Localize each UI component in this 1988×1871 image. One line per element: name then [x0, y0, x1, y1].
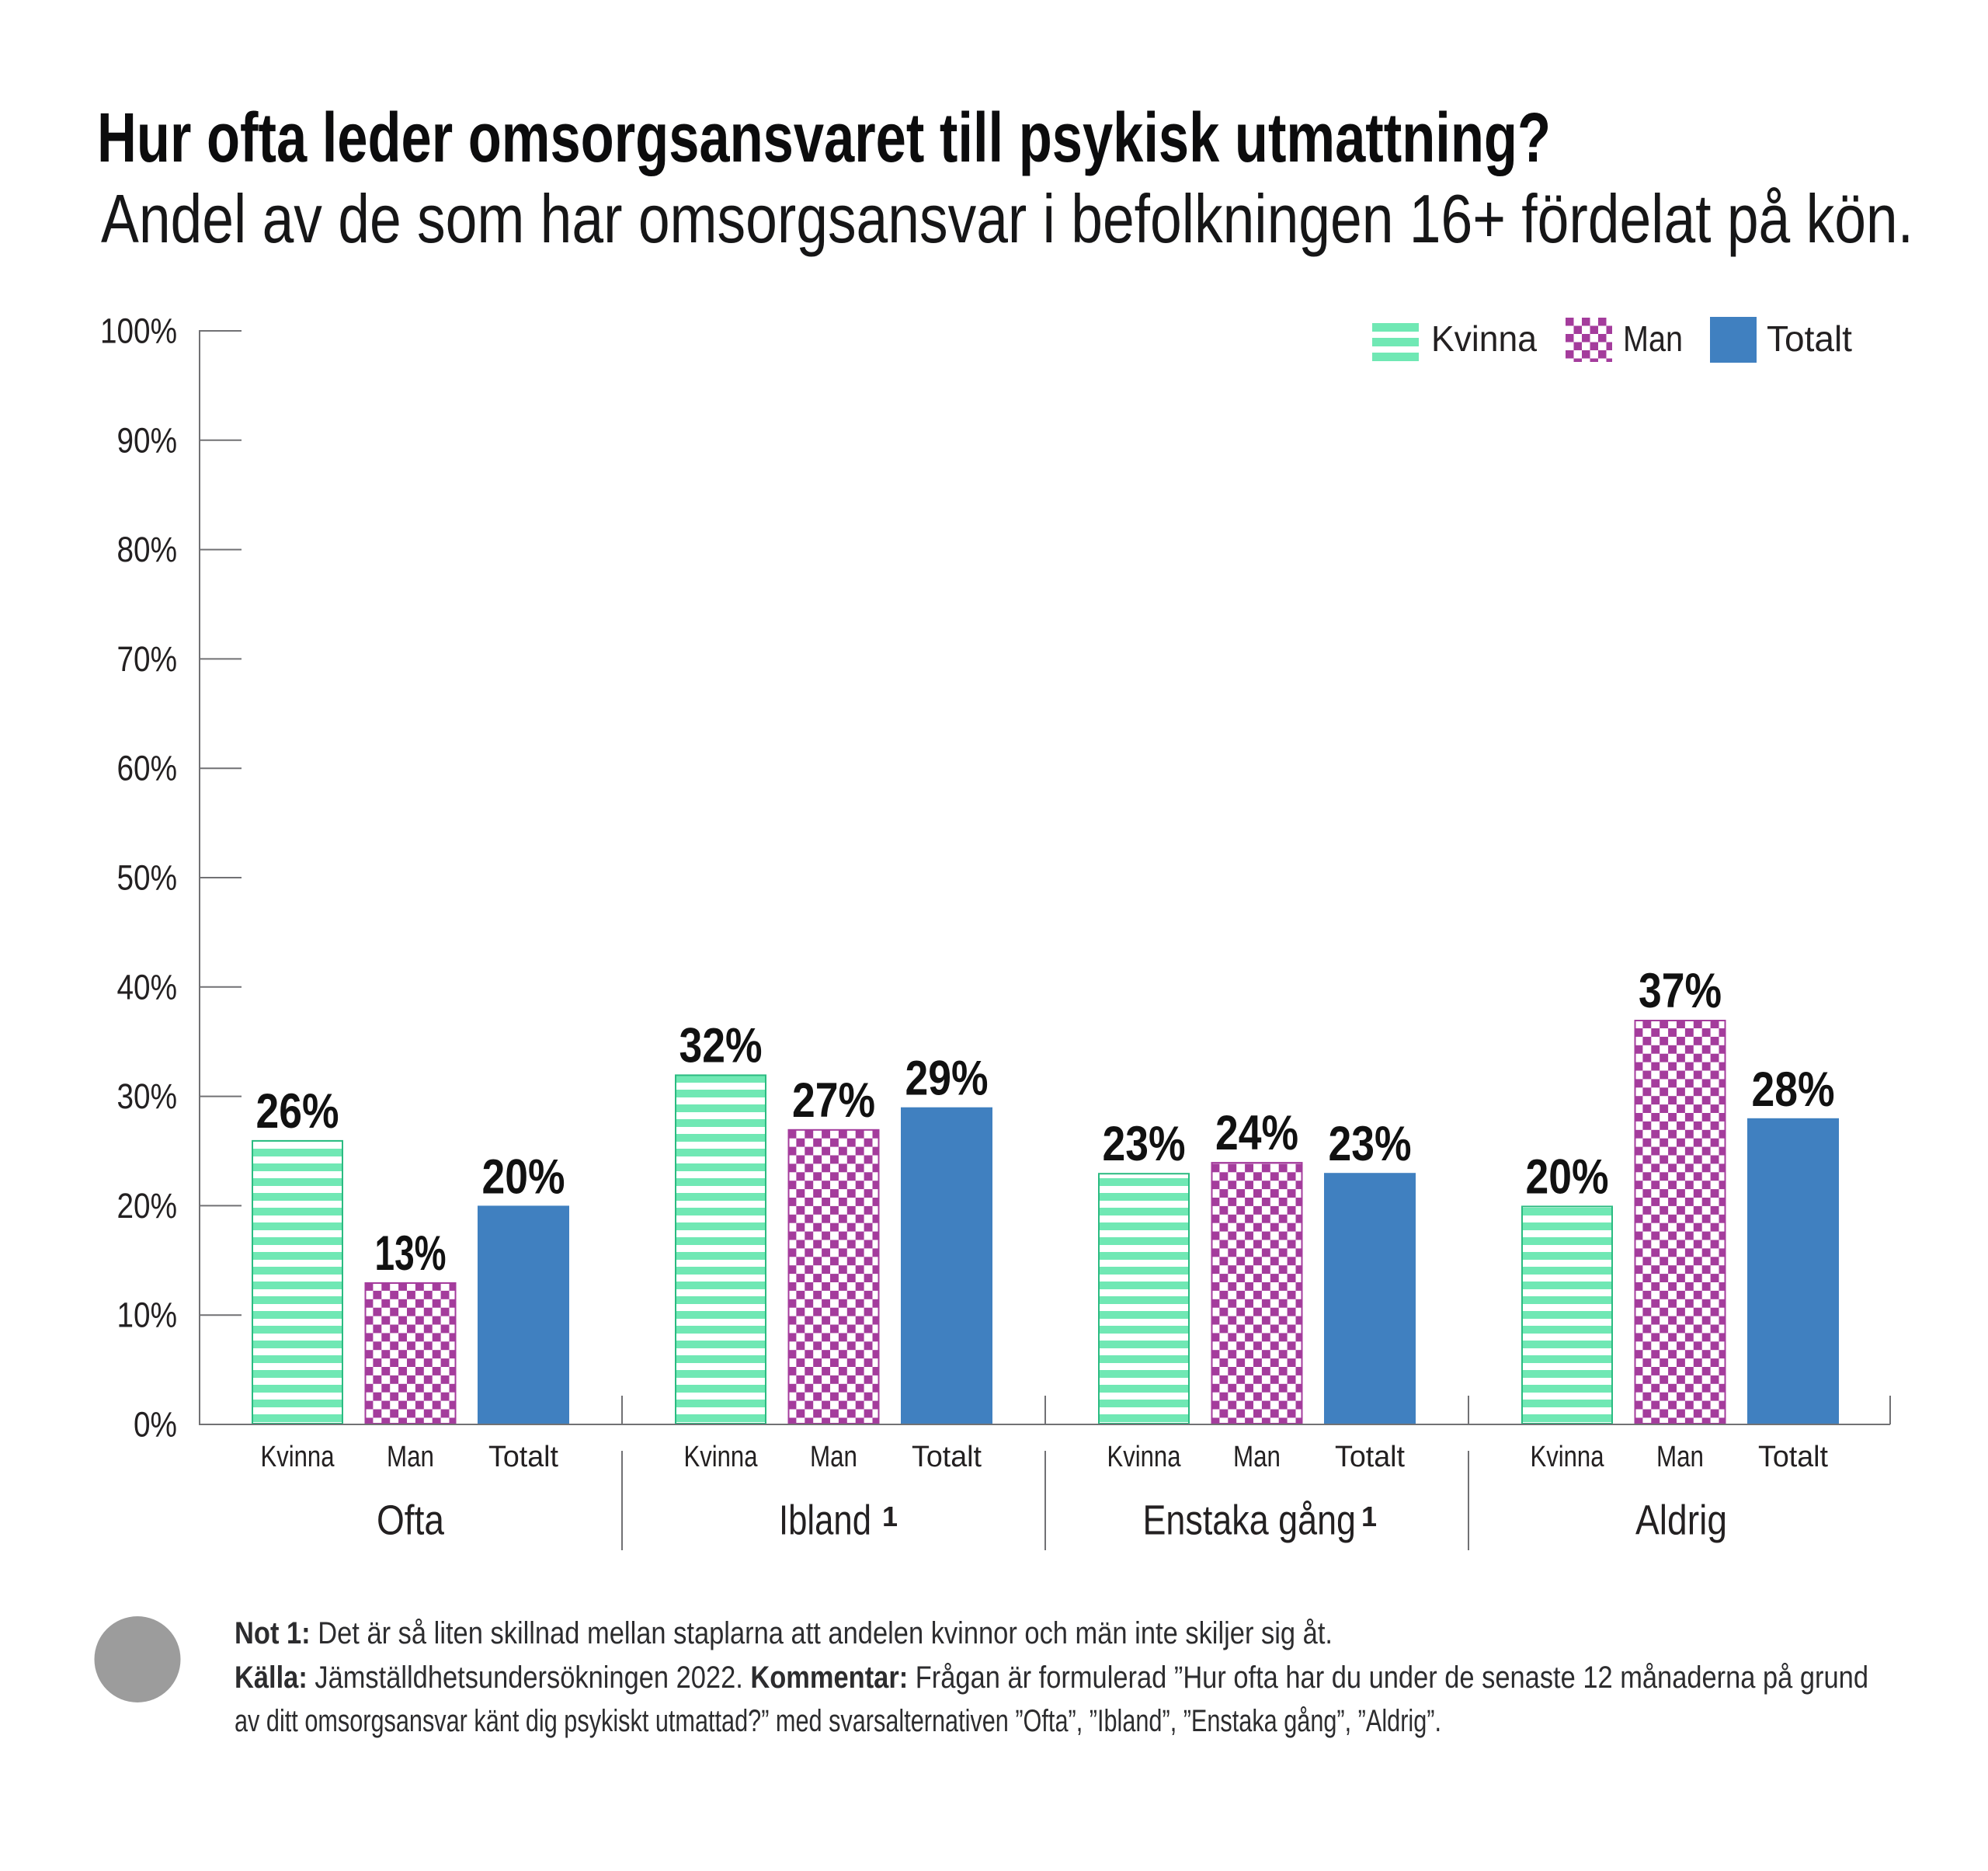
svg-text:Ibland: Ibland — [779, 1497, 871, 1544]
svg-text:60%: 60% — [117, 749, 178, 788]
svg-text:20%: 20% — [117, 1186, 178, 1226]
svg-text:27%: 27% — [792, 1073, 875, 1128]
svg-text:Man: Man — [387, 1441, 434, 1473]
svg-text:26%: 26% — [256, 1084, 339, 1139]
svg-text:Andel av de som har omsorgsans: Andel av de som har omsorgsansvar i befo… — [101, 180, 1913, 257]
svg-text:23%: 23% — [1103, 1117, 1186, 1171]
svg-text:40%: 40% — [117, 967, 178, 1007]
svg-text:Man: Man — [1233, 1441, 1281, 1473]
svg-text:0%: 0% — [134, 1405, 177, 1445]
svg-text:Ofta: Ofta — [377, 1497, 445, 1544]
svg-text:90%: 90% — [117, 420, 178, 460]
svg-text:Enstaka gång: Enstaka gång — [1143, 1497, 1357, 1544]
svg-text:23%: 23% — [1329, 1117, 1412, 1171]
svg-text:av ditt omsorgsansvar känt dig: av ditt omsorgsansvar känt dig psykiskt … — [235, 1704, 1441, 1738]
svg-text:28%: 28% — [1752, 1062, 1835, 1117]
svg-text:20%: 20% — [482, 1149, 565, 1204]
svg-text:Kvinna: Kvinna — [261, 1441, 335, 1473]
svg-text:70%: 70% — [117, 639, 178, 679]
svg-text:Kvinna: Kvinna — [1107, 1441, 1182, 1473]
svg-text:32%: 32% — [679, 1018, 763, 1073]
svg-text:1: 1 — [882, 1501, 898, 1532]
svg-text:Kvinna: Kvinna — [1431, 318, 1537, 359]
svg-text:Hur ofta leder omsorgsansvaret: Hur ofta leder omsorgsansvaret till psyk… — [97, 99, 1551, 177]
svg-text:50%: 50% — [117, 858, 178, 898]
svg-text:Man: Man — [810, 1441, 857, 1473]
svg-text:20%: 20% — [1526, 1149, 1609, 1204]
svg-text:Man: Man — [1656, 1441, 1704, 1473]
svg-text:Kvinna: Kvinna — [1531, 1441, 1605, 1473]
svg-text:Man: Man — [1623, 318, 1683, 359]
svg-text:Totalt: Totalt — [488, 1441, 558, 1473]
svg-text:37%: 37% — [1639, 964, 1722, 1018]
svg-text:29%: 29% — [905, 1052, 989, 1106]
svg-text:10%: 10% — [117, 1295, 178, 1335]
svg-text:Kvinna: Kvinna — [684, 1441, 759, 1473]
svg-text:Aldrig: Aldrig — [1635, 1497, 1727, 1544]
svg-text:100%: 100% — [100, 311, 177, 351]
svg-text:13%: 13% — [375, 1226, 447, 1281]
svg-text:Totalt: Totalt — [1335, 1441, 1405, 1473]
svg-text:24%: 24% — [1215, 1106, 1298, 1160]
svg-text:Totalt: Totalt — [912, 1441, 982, 1473]
svg-text:80%: 80% — [117, 530, 178, 569]
svg-text:Källa: Jämställdhetsundersökni: Källa: Jämställdhetsundersökningen 2022.… — [235, 1661, 1868, 1695]
svg-text:Totalt: Totalt — [1767, 318, 1852, 359]
svg-text:Totalt: Totalt — [1758, 1441, 1828, 1473]
svg-text:1: 1 — [1361, 1501, 1377, 1532]
svg-text:30%: 30% — [117, 1076, 178, 1116]
svg-text:Not 1: Det är så liten skillna: Not 1: Det är så liten skillnad mellan s… — [235, 1616, 1333, 1650]
